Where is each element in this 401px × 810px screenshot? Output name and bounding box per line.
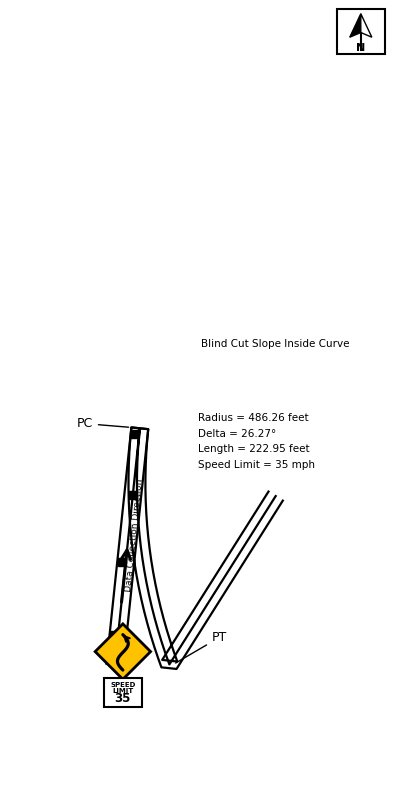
Text: Blind Cut Slope Inside Curve: Blind Cut Slope Inside Curve [201,339,349,348]
Polygon shape [360,14,371,37]
Text: PT: PT [175,631,227,663]
Text: 35: 35 [114,692,131,705]
Text: LIMIT: LIMIT [112,688,133,694]
Text: PC: PC [77,417,128,430]
Text: N: N [355,43,365,53]
Polygon shape [95,624,150,680]
Bar [103,678,142,707]
Text: SPEED: SPEED [110,682,135,688]
Text: Data Collection Direction: Data Collection Direction [124,479,145,593]
Polygon shape [349,14,360,37]
Text: Radius = 486.26 feet
Delta = 26.27°
Length = 222.95 feet
Speed Limit = 35 mph: Radius = 486.26 feet Delta = 26.27° Leng… [197,413,314,470]
